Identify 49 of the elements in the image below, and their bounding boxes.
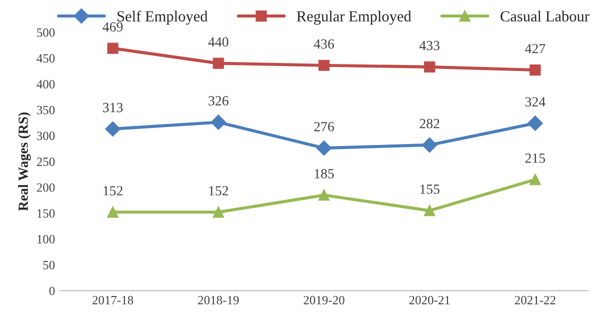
point — [212, 206, 224, 218]
legend-label: Regular Employed — [296, 10, 412, 25]
data-label: 469 — [102, 22, 123, 32]
data-label: 436 — [314, 39, 334, 49]
point — [105, 121, 120, 137]
x-tick-label: 2019-20 — [304, 296, 344, 304]
point — [318, 190, 330, 201]
point — [210, 114, 226, 130]
point — [424, 61, 436, 72]
point — [318, 60, 330, 71]
y-tick-label: 50 — [43, 260, 55, 270]
data-label: 324 — [525, 97, 546, 107]
y-axis-title: Real Wages (RS) — [18, 112, 31, 211]
data-label: 276 — [314, 122, 334, 132]
data-label: 152 — [104, 186, 122, 196]
data-label: 440 — [208, 37, 228, 47]
data-label: 427 — [525, 44, 546, 54]
y-tick-label: 350 — [36, 106, 55, 114]
point — [424, 205, 436, 216]
data-label: 155 — [420, 184, 440, 194]
y-tick-label: 450 — [36, 54, 55, 63]
legend-label: Casual Labour — [500, 10, 590, 22]
point — [316, 140, 332, 156]
point — [530, 174, 541, 186]
data-label: 313 — [103, 102, 123, 112]
point — [107, 42, 118, 54]
y-tick-label: 300 — [36, 132, 55, 140]
x-tick-label: 2020-21 — [409, 296, 450, 304]
x-tick-label: 2017-18 — [92, 296, 134, 304]
point — [107, 206, 118, 218]
data-label: 282 — [420, 118, 440, 128]
point — [528, 116, 543, 131]
y-tick-label: 200 — [36, 183, 55, 192]
data-label: 185 — [314, 169, 334, 178]
point — [422, 137, 438, 153]
data-label: 433 — [419, 40, 440, 50]
y-tick-label: 400 — [36, 80, 55, 88]
point — [212, 58, 224, 69]
y-tick-label: 0 — [49, 286, 55, 296]
y-tick-label: 100 — [37, 235, 55, 244]
y-tick-label: 150 — [37, 209, 55, 218]
point — [530, 64, 541, 76]
y-tick-label: 250 — [36, 158, 55, 166]
data-label: 326 — [208, 96, 228, 106]
x-tick-label: 2018-19 — [198, 296, 239, 304]
data-label: 215 — [525, 154, 546, 163]
data-label: 152 — [209, 186, 228, 196]
x-tick-label: 2021-22 — [514, 296, 556, 304]
y-tick-label: 500 — [37, 28, 55, 37]
